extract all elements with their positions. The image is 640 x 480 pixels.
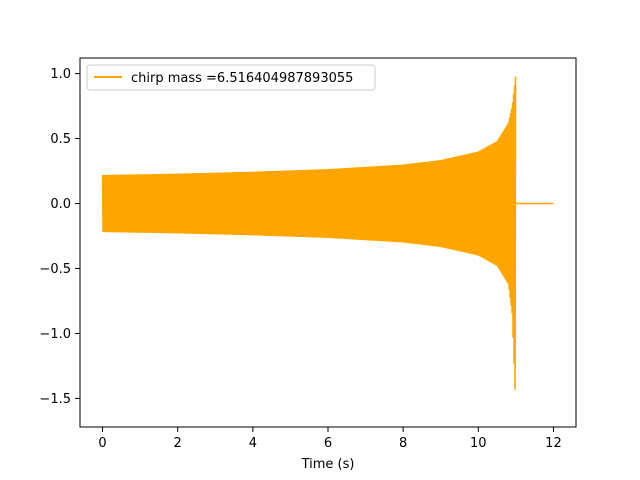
x-tick-label: 8 bbox=[399, 436, 407, 451]
x-tick-label: 6 bbox=[324, 436, 332, 451]
y-tick-label: 0.5 bbox=[50, 132, 71, 147]
y-tick-label: −1.5 bbox=[39, 392, 71, 407]
legend-box bbox=[86, 64, 376, 91]
series-waveform bbox=[101, 76, 517, 390]
x-tick-label: 12 bbox=[545, 436, 562, 451]
x-tick-label: 2 bbox=[174, 436, 182, 451]
y-tick-label: 1.0 bbox=[50, 67, 71, 82]
legend-entry: chirp mass =6.516404987893055 bbox=[131, 71, 353, 86]
x-axis-label: Time (s) bbox=[301, 457, 355, 472]
plot-area bbox=[101, 76, 554, 390]
x-tick-label: 10 bbox=[470, 436, 487, 451]
legend: chirp mass =6.516404987893055 bbox=[86, 64, 376, 91]
y-axis: −1.5 −1.0 −0.5 0.0 0.5 1.0 bbox=[39, 67, 80, 407]
x-axis: 0 2 4 6 8 10 12 bbox=[98, 427, 562, 451]
y-tick-label: 0.0 bbox=[50, 197, 71, 212]
x-tick-label: 0 bbox=[98, 436, 106, 451]
y-tick-label: −0.5 bbox=[39, 262, 71, 277]
y-tick-label: −1.0 bbox=[39, 327, 71, 342]
x-tick-label: 4 bbox=[249, 436, 257, 451]
